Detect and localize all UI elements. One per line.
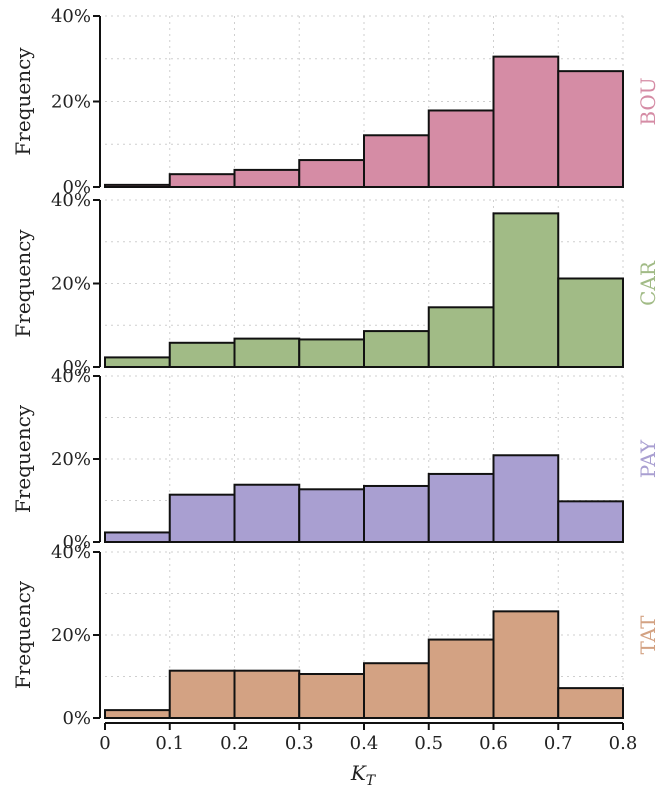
y-tick-label: 40% (51, 542, 91, 563)
panel-tat: 0% 20% 40% Frequency TAT (11, 542, 660, 729)
bar-bou-3 (298, 159, 365, 189)
y-axis-title: Frequency (11, 404, 35, 513)
x-axis-title-main: K (350, 761, 367, 785)
bar-car-3 (298, 338, 365, 369)
x-axis-title-sub: T (366, 773, 377, 789)
panel-pay: 0% 20% 40% Frequency PAY (11, 366, 660, 553)
y-tick-label: 40% (51, 6, 91, 27)
panel-label-bou: BOU (636, 77, 660, 125)
bar-tat-7 (557, 687, 624, 719)
bar-car-5 (427, 306, 495, 368)
x-axis-title: KT (350, 761, 377, 789)
bar-bou-5 (427, 109, 495, 188)
bar-car-4 (363, 330, 430, 368)
bar-pay-4 (363, 484, 430, 544)
bar-bou-0 (104, 183, 171, 189)
bar-tat-2 (233, 669, 301, 720)
bar-car-1 (168, 341, 236, 369)
bar-tat-6 (492, 610, 560, 719)
bar-bou-4 (363, 134, 430, 189)
x-tick-label: 0.8 (609, 733, 638, 754)
bar-bou-1 (168, 173, 236, 189)
y-tick-label: 0% (62, 177, 91, 198)
panel-label-car: CAR (636, 260, 660, 306)
y-tick-label: 0% (62, 708, 91, 729)
bar-pay-5 (427, 472, 495, 543)
x-tick-label: 0.3 (285, 733, 314, 754)
bar-pay-0 (104, 531, 171, 544)
bar-tat-0 (104, 709, 171, 719)
y-tick-label: 20% (51, 625, 91, 646)
x-tick-label: 0.1 (155, 733, 184, 754)
bar-pay-1 (168, 493, 236, 544)
y-tick-label: 0% (62, 532, 91, 553)
bar-bou-2 (233, 168, 301, 188)
x-tick-label: 0 (99, 733, 110, 754)
panel-car: 0% 20% 40% Frequency CAR (11, 190, 660, 378)
bar-bou-6 (492, 55, 560, 188)
y-tick-label: 40% (51, 190, 91, 211)
x-tick-label: 0.2 (220, 733, 249, 754)
y-tick-label: 20% (51, 274, 91, 295)
x-tick-label: 0.6 (479, 733, 508, 754)
y-axis-title: Frequency (11, 47, 35, 156)
y-axis-title: Frequency (11, 229, 35, 338)
y-tick-label: 20% (51, 449, 91, 470)
bar-tat-1 (168, 669, 236, 720)
bar-pay-2 (233, 483, 301, 544)
bar-bou-7 (557, 70, 624, 188)
bar-car-2 (233, 337, 301, 368)
panel-label-pay: PAY (636, 439, 660, 478)
bar-car-7 (557, 277, 624, 368)
y-axis-title: Frequency (11, 580, 35, 689)
bar-car-6 (492, 212, 560, 368)
bar-pay-3 (298, 488, 365, 544)
bar-pay-7 (557, 500, 624, 543)
x-tick-label: 0.5 (414, 733, 443, 754)
panels: 0% 20% 40% Frequency BOU 0% 20% 40% Frequency CAR… (11, 6, 660, 729)
y-tick-label: 20% (51, 92, 91, 113)
bar-tat-5 (427, 638, 495, 719)
bar-pay-6 (492, 454, 560, 544)
bar-car-0 (104, 356, 171, 368)
bar-tat-4 (363, 662, 430, 719)
panel-label-tat: TAT (636, 615, 660, 655)
y-tick-label: 40% (51, 366, 91, 387)
y-tick-label: 0% (62, 357, 91, 378)
x-axis: 0 0.1 0.2 0.3 0.4 0.5 0.6 0.7 0.8 (99, 722, 638, 754)
panel-bou: 0% 20% 40% Frequency BOU (11, 6, 660, 198)
bar-tat-3 (298, 673, 365, 720)
x-tick-label: 0.4 (350, 733, 379, 754)
x-tick-label: 0.7 (544, 733, 573, 754)
